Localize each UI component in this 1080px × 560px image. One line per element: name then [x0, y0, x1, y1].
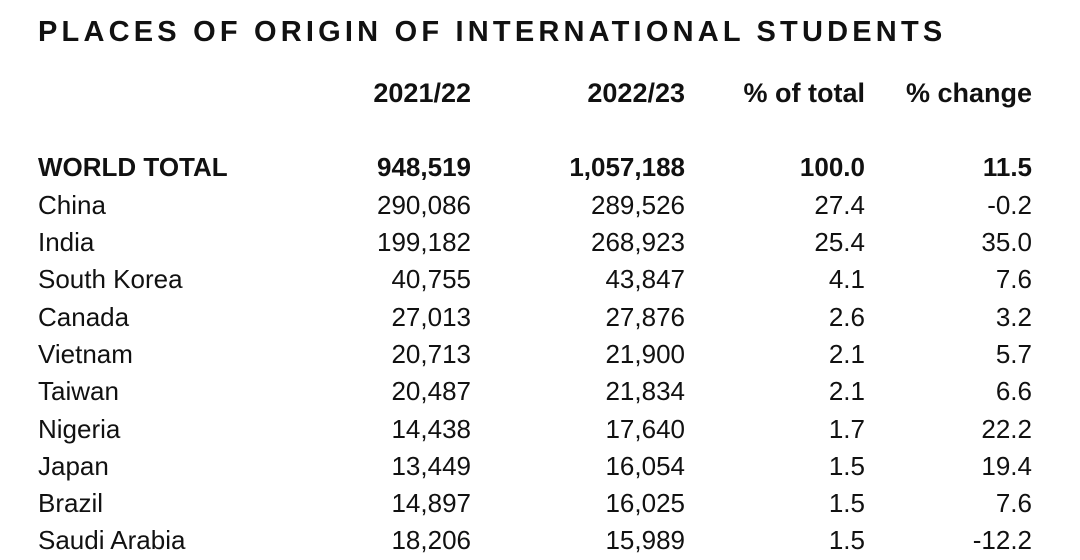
value-2021-22-cell: 199,182	[377, 227, 471, 258]
country-cell: Japan	[38, 450, 109, 481]
pct-change-cell: 35.0	[981, 227, 1032, 258]
value-2021-22-cell: 18,206	[391, 525, 471, 556]
pct-total-cell: 25.4	[814, 227, 865, 258]
pct-total-cell: 100.0	[799, 152, 865, 183]
value-2022-23-cell: 43,847	[605, 264, 685, 295]
pct-change-cell: 11.5	[982, 152, 1032, 183]
table-row: China 290,086 289,526 27.4 -0.2	[38, 187, 1032, 224]
value-2021-22-cell: 948,519	[377, 152, 471, 183]
pct-total-cell: 1.7	[828, 413, 865, 444]
value-2022-23-cell: 27,876	[605, 301, 685, 332]
column-header-pct-total: % of total	[743, 78, 866, 108]
pct-total-cell: 4.1	[828, 264, 865, 295]
pct-total-cell: 1.5	[828, 488, 865, 519]
students-origin-table: 2021/22 2022/23 % of total % change WORL…	[38, 74, 1032, 560]
table-row: Nigeria 14,438 17,640 1.7 22.2	[38, 410, 1032, 447]
value-2022-23-cell: 15,989	[605, 525, 685, 556]
value-2021-22-cell: 20,713	[391, 338, 471, 369]
value-2022-23-cell: 21,834	[605, 376, 685, 407]
table-row: Japan 13,449 16,054 1.5 19.4	[38, 448, 1032, 485]
pct-total-cell: 2.1	[828, 338, 865, 369]
pct-change-cell: 5.7	[995, 338, 1032, 369]
value-2021-22-cell: 40,755	[391, 264, 471, 295]
pct-total-cell: 1.5	[828, 450, 865, 481]
pct-total-cell: 2.6	[828, 301, 865, 332]
value-2021-22-cell: 27,013	[391, 301, 471, 332]
country-cell: China	[38, 189, 106, 220]
pct-change-cell: 22.2	[981, 413, 1032, 444]
pct-change-cell: 7.6	[995, 264, 1032, 295]
value-2021-22-cell: 14,438	[391, 413, 471, 444]
value-2021-22-cell: 20,487	[391, 376, 471, 407]
country-cell: Vietnam	[38, 338, 133, 369]
page-title: PLACES OF ORIGIN OF INTERNATIONAL STUDEN…	[38, 16, 947, 48]
pct-change-cell: 7.6	[995, 488, 1032, 519]
pct-total-cell: 27.4	[814, 189, 865, 220]
table-row: India 199,182 268,923 25.4 35.0	[38, 224, 1032, 261]
value-2021-22-cell: 290,086	[377, 189, 471, 220]
column-header-pct-change: % change	[905, 78, 1032, 108]
value-2022-23-cell: 16,025	[605, 488, 685, 519]
country-cell: WORLD TOTAL	[38, 152, 228, 183]
pct-change-cell: -12.2	[972, 525, 1032, 556]
country-cell: India	[38, 227, 95, 258]
value-2022-23-cell: 1,057,188	[569, 152, 685, 183]
value-2022-23-cell: 16,054	[605, 450, 685, 481]
table-row: Saudi Arabia 18,206 15,989 1.5 -12.2	[38, 522, 1032, 559]
pct-change-cell: 3.2	[995, 301, 1032, 332]
pct-change-cell: 19.4	[981, 450, 1032, 481]
value-2021-22-cell: 14,897	[391, 488, 471, 519]
table-row: South Korea 40,755 43,847 4.1 7.6	[38, 261, 1032, 298]
table-row: Taiwan 20,487 21,834 2.1 6.6	[38, 373, 1032, 410]
pct-change-cell: 6.6	[995, 376, 1032, 407]
value-2022-23-cell: 268,923	[591, 227, 685, 258]
value-2021-22-cell: 13,449	[391, 450, 471, 481]
country-cell: South Korea	[38, 264, 183, 295]
column-header-2022-23: 2022/23	[587, 78, 685, 108]
value-2022-23-cell: 17,640	[605, 413, 685, 444]
country-cell: Canada	[38, 301, 130, 332]
table-row: Vietnam 20,713 21,900 2.1 5.7	[38, 336, 1032, 373]
value-2022-23-cell: 21,900	[605, 338, 685, 369]
country-cell: Taiwan	[38, 376, 119, 407]
pct-change-cell: -0.2	[987, 189, 1032, 220]
country-cell: Saudi Arabia	[38, 525, 186, 556]
country-cell: Nigeria	[38, 413, 121, 444]
table-row: Canada 27,013 27,876 2.6 3.2	[38, 298, 1032, 335]
table-header-row: 2021/22 2022/23 % of total % change	[38, 74, 1032, 112]
column-header-country	[38, 74, 268, 112]
pct-total-cell: 2.1	[828, 376, 865, 407]
column-header-2021-22: 2021/22	[373, 78, 471, 108]
table-row: Brazil 14,897 16,025 1.5 7.6	[38, 485, 1032, 522]
country-cell: Brazil	[38, 488, 104, 519]
table-row-world-total: WORLD TOTAL 948,519 1,057,188 100.0 11.5	[38, 149, 1032, 186]
pct-total-cell: 1.5	[828, 525, 865, 556]
value-2022-23-cell: 289,526	[591, 189, 685, 220]
